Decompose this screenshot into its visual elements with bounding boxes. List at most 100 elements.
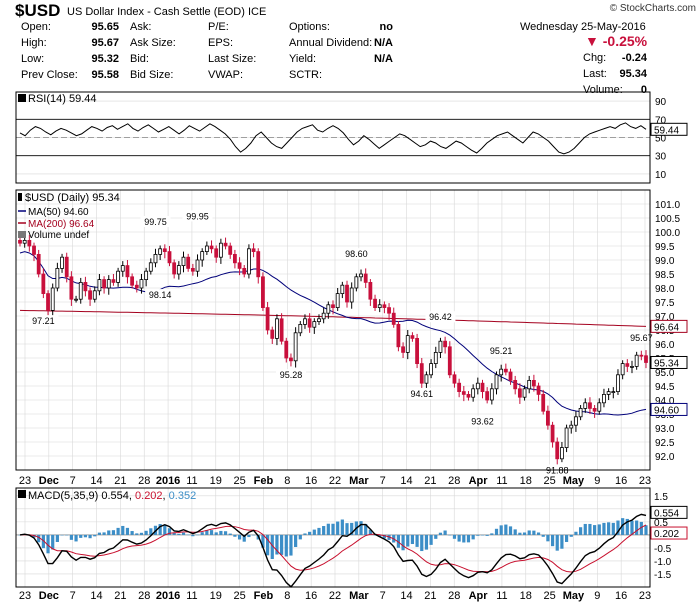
x-tick-label: May bbox=[563, 590, 585, 602]
candle-body bbox=[438, 340, 443, 353]
candle-body bbox=[237, 262, 242, 269]
annotation-box bbox=[406, 387, 437, 399]
rsi-panel: 10 30 50 70 90 RSI(14) 59.44 59.44 bbox=[15, 91, 688, 184]
macd-legend-part: MACD(5,35,9) bbox=[28, 490, 101, 502]
quote-value: 0 bbox=[640, 84, 647, 96]
candle-body bbox=[606, 391, 611, 395]
candle-body bbox=[531, 379, 536, 387]
y-tick-label: 1.5 bbox=[654, 492, 668, 503]
candle-body bbox=[78, 281, 83, 300]
macd-hist-bar bbox=[340, 519, 344, 535]
macd-hist-bar bbox=[32, 534, 36, 538]
candle-body bbox=[60, 256, 64, 269]
quote-row: Last: 95.34 bbox=[583, 66, 647, 82]
macd-hist-bar bbox=[280, 534, 284, 555]
x-tick-label: 23 bbox=[19, 475, 31, 487]
macd-hist-bar bbox=[167, 528, 172, 535]
candle-body bbox=[181, 256, 186, 267]
macd-hist-bar bbox=[116, 527, 120, 535]
candle-body bbox=[27, 239, 32, 247]
macd-hist-bar bbox=[368, 529, 372, 535]
candle-body bbox=[97, 279, 102, 292]
macd-hist-bar bbox=[111, 530, 116, 535]
candle-body bbox=[433, 351, 438, 364]
x-tick-label: 19 bbox=[210, 590, 222, 602]
y-tick-label: 92.0 bbox=[655, 452, 675, 463]
macd-hist-bar bbox=[149, 528, 153, 535]
quote-row: Prev Close: 95.58 bbox=[21, 67, 119, 83]
candle-body bbox=[415, 337, 419, 364]
candle-body bbox=[363, 273, 368, 283]
annotation-box bbox=[467, 415, 498, 427]
candle-body bbox=[583, 402, 588, 409]
macd-hist-bar bbox=[635, 520, 639, 535]
x-tick-label: 28 bbox=[448, 590, 460, 602]
macd-hist-bar bbox=[158, 524, 162, 535]
candle-body bbox=[359, 273, 363, 278]
candle-body bbox=[153, 253, 158, 264]
candle-body bbox=[307, 318, 312, 328]
macd-hist-bar bbox=[79, 534, 83, 538]
macd-hist-bar bbox=[191, 534, 195, 537]
macd-hist-bar bbox=[312, 529, 316, 535]
candle-body bbox=[176, 265, 181, 275]
candle-body bbox=[214, 248, 219, 258]
candle-body bbox=[382, 304, 387, 308]
candle-body bbox=[326, 304, 331, 314]
macd-hist-bar bbox=[593, 525, 597, 535]
ma200-line bbox=[19, 309, 647, 327]
macd-hist-bar bbox=[350, 522, 354, 535]
annotation-label: 96.42 bbox=[429, 312, 452, 322]
quote-value: -0.24 bbox=[621, 52, 647, 64]
macd-hist-bar bbox=[55, 534, 59, 542]
quote-row: Yield: N/A bbox=[289, 51, 393, 67]
candle-body bbox=[46, 293, 50, 311]
candle-body bbox=[574, 416, 578, 426]
x-tick-label: 14 bbox=[400, 475, 412, 487]
panel-frame bbox=[15, 189, 651, 471]
macd-hist-bar bbox=[237, 534, 242, 540]
macd-hist-bar bbox=[331, 523, 335, 535]
candle-body bbox=[172, 262, 177, 275]
macd-hist-bar bbox=[480, 534, 485, 536]
macd-hist-bar bbox=[443, 530, 447, 535]
macd-hist-bar bbox=[476, 534, 480, 536]
rsi-last-label: 59.44 bbox=[654, 125, 679, 136]
quote-label: Bid Size: bbox=[130, 69, 174, 81]
credit-text: © StockCharts.com bbox=[609, 3, 696, 14]
rsi-legend: RSI(14) 59.44 bbox=[28, 93, 96, 105]
candle-body bbox=[242, 267, 247, 275]
candle-body bbox=[555, 441, 560, 460]
macd-hist-bar bbox=[564, 534, 569, 542]
candle-body bbox=[345, 284, 349, 303]
macd-hist-bar bbox=[130, 531, 134, 535]
macd-hist-bar bbox=[219, 530, 223, 535]
candle-body bbox=[204, 245, 209, 252]
macd-hist-bar bbox=[508, 526, 513, 535]
quote-value: 95.65 bbox=[91, 21, 119, 33]
candle-body bbox=[480, 382, 485, 393]
price-legend-icon bbox=[18, 193, 22, 201]
candle-body bbox=[485, 391, 490, 401]
macd-hist-bar bbox=[569, 534, 573, 537]
x-tick-label: 14 bbox=[400, 590, 412, 602]
candle-body bbox=[55, 267, 60, 289]
macd-panel: -1.5-1.0-0.50.51.01.523Dec71421282016111… bbox=[15, 487, 688, 602]
y-tick-label: 100.0 bbox=[655, 228, 680, 239]
quote-label: Last: bbox=[583, 68, 607, 80]
candle-body bbox=[592, 407, 597, 412]
macd-hist-bar bbox=[69, 534, 73, 540]
x-tick-label: 8 bbox=[284, 590, 290, 602]
macd-hist-bar bbox=[177, 533, 181, 535]
quote-value: 95.34 bbox=[619, 68, 647, 80]
ma200-last-label: 96.64 bbox=[654, 322, 679, 333]
x-tick-label: Feb bbox=[254, 590, 274, 602]
candle-body bbox=[634, 354, 639, 367]
candle-body bbox=[64, 256, 69, 278]
candle-body bbox=[74, 298, 78, 301]
symbol-title: $USD bbox=[15, 1, 61, 20]
candle-body bbox=[18, 239, 22, 244]
macd-hist-bar bbox=[60, 534, 64, 536]
candle-body bbox=[265, 307, 270, 331]
quote-col-5: Chg: -0.24 Last: 95.34 Volume: 0 bbox=[583, 50, 647, 98]
